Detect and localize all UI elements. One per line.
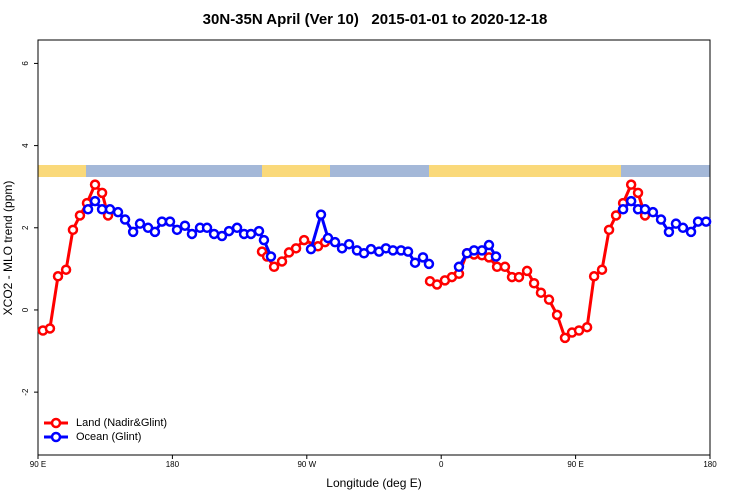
legend-label: Ocean (Glint) xyxy=(76,431,141,443)
plot-frame xyxy=(37,39,711,456)
point xyxy=(156,216,168,227)
point xyxy=(290,243,302,254)
x-tick-label: 90 W xyxy=(297,460,316,469)
point xyxy=(625,179,637,190)
point xyxy=(74,210,86,221)
point xyxy=(528,277,540,289)
point xyxy=(677,222,689,234)
y-axis-label: XCO2 - MLO trend (ppm) xyxy=(1,181,15,316)
point xyxy=(476,245,488,256)
point xyxy=(89,179,101,190)
point xyxy=(655,214,667,225)
legend-marker xyxy=(50,431,62,443)
point xyxy=(82,204,94,215)
point xyxy=(329,236,341,248)
point xyxy=(596,264,608,275)
point xyxy=(617,204,629,215)
point xyxy=(499,261,511,273)
x-tick-label: 90 E xyxy=(567,460,583,469)
point xyxy=(521,265,533,277)
point xyxy=(60,264,72,275)
point xyxy=(625,195,637,207)
x-tick-label: 180 xyxy=(703,460,717,469)
legend-label: Land (Nadir&Glint) xyxy=(76,417,167,429)
point xyxy=(402,246,414,257)
point xyxy=(315,209,327,220)
point xyxy=(603,224,615,236)
point xyxy=(265,251,277,262)
point xyxy=(559,332,571,344)
x-tick-label: 0 xyxy=(439,460,444,469)
point xyxy=(647,206,659,218)
point xyxy=(483,239,495,251)
y-tick-label: 0 xyxy=(21,307,30,312)
point xyxy=(453,261,465,273)
point xyxy=(179,220,191,231)
point xyxy=(588,271,600,282)
point xyxy=(112,206,124,218)
point xyxy=(52,271,64,282)
point xyxy=(245,228,257,240)
point xyxy=(164,216,176,227)
land-band xyxy=(429,165,621,177)
point xyxy=(186,228,198,240)
point xyxy=(663,226,675,238)
legend-marker xyxy=(50,417,62,429)
y-tick-label: -2 xyxy=(21,388,30,396)
point xyxy=(632,187,644,199)
point xyxy=(409,257,421,268)
point xyxy=(343,238,355,250)
point xyxy=(127,226,139,238)
point xyxy=(692,216,704,227)
point xyxy=(44,323,56,334)
point xyxy=(387,245,399,256)
point xyxy=(223,225,235,237)
point xyxy=(543,294,555,305)
x-tick-label: 180 xyxy=(166,460,180,469)
point xyxy=(171,224,183,236)
map-strip xyxy=(38,165,710,177)
x-tick-label: 90 E xyxy=(30,460,46,469)
point xyxy=(573,325,585,336)
point xyxy=(513,271,525,283)
point xyxy=(276,256,288,267)
point xyxy=(258,234,270,246)
point xyxy=(305,243,317,255)
y-tick-label: 2 xyxy=(21,225,30,230)
point xyxy=(104,204,116,215)
point xyxy=(201,222,213,234)
point xyxy=(417,252,429,263)
point xyxy=(535,287,547,298)
point xyxy=(490,251,502,262)
point xyxy=(423,258,435,270)
y-tick-label: 6 xyxy=(21,61,30,66)
point xyxy=(134,218,146,229)
point xyxy=(365,243,377,255)
land-band xyxy=(38,165,86,177)
point xyxy=(551,309,563,321)
point xyxy=(268,261,280,273)
point xyxy=(216,230,228,242)
point xyxy=(89,195,101,207)
point xyxy=(253,225,265,237)
land-band xyxy=(262,165,330,177)
point xyxy=(581,321,593,333)
point xyxy=(96,187,108,199)
x-axis-label: Longitude (deg E) xyxy=(326,476,421,490)
point xyxy=(298,234,310,246)
point xyxy=(431,279,443,290)
point xyxy=(231,222,243,234)
point xyxy=(700,216,712,227)
y-tick-label: 4 xyxy=(21,143,30,148)
point xyxy=(149,226,161,238)
point xyxy=(119,214,131,225)
point xyxy=(67,224,79,236)
chart-title: 30N-35N April (Ver 10) 2015-01-01 to 202… xyxy=(203,11,548,28)
point xyxy=(610,210,622,221)
point xyxy=(685,226,697,238)
